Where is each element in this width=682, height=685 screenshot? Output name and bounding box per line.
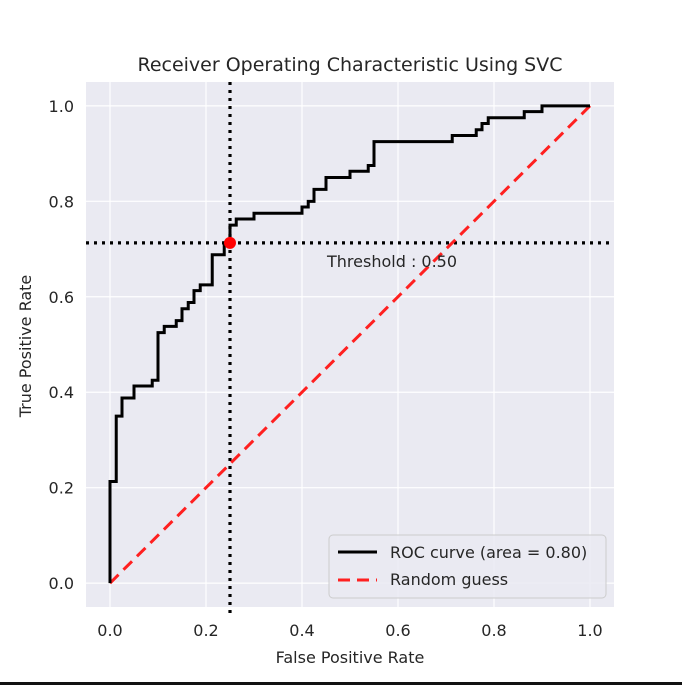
y-tick-label: 0.6 [49, 288, 74, 307]
legend-label-roc-curve: ROC curve (area = 0.80) [390, 543, 587, 562]
threshold-marker-layer [224, 236, 236, 249]
chart-title: Receiver Operating Characteristic Using … [137, 54, 562, 76]
legend-box [328, 534, 607, 599]
x-tick-label: 0.8 [481, 621, 506, 640]
y-tick-label: 0.4 [49, 383, 74, 402]
threshold-annotation: Threshold : 0.50 [326, 252, 457, 271]
roc-curve-line [108, 104, 590, 584]
threshold-point [224, 236, 236, 249]
y-tick-label: 0.0 [49, 574, 74, 593]
x-axis-label: False Positive Rate [276, 648, 425, 667]
legend: ROC curve (area = 0.80) Random guess [328, 534, 607, 599]
y-tick-label: 1.0 [49, 97, 74, 116]
x-tick-label: 0.0 [97, 621, 122, 640]
plot-background [86, 82, 614, 607]
y-tick-label: 0.2 [49, 479, 74, 498]
series-layer [108, 104, 592, 585]
legend-label-random-guess: Random guess [390, 570, 508, 589]
bottom-border [0, 682, 682, 685]
x-tick-label: 1.0 [577, 621, 602, 640]
y-axis-label: True Positive Rate [16, 275, 35, 419]
x-tick-label: 0.6 [385, 621, 410, 640]
x-tick-label: 0.2 [193, 621, 218, 640]
y-tick-labels: 0.0 0.2 0.4 0.6 0.8 1.0 [49, 97, 74, 593]
threshold-reference-lines [86, 82, 614, 613]
y-tick-label: 0.8 [49, 192, 74, 211]
grid-lines [86, 82, 614, 607]
x-tick-label: 0.4 [289, 621, 314, 640]
x-tick-labels: 0.0 0.2 0.4 0.6 0.8 1.0 [97, 621, 602, 640]
